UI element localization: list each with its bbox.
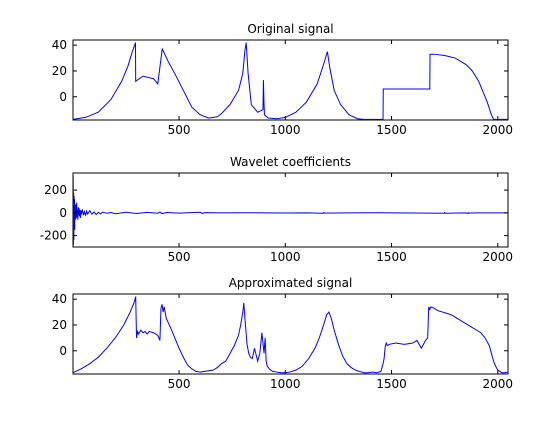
wavelet-coefficients-ytick-label: 200 [44, 183, 67, 197]
wavelet-coefficients-xtick-label: 500 [168, 250, 191, 264]
wavelet-coefficients-series-line [73, 176, 508, 245]
wavelet-coefficients-axes: Wavelet coefficients 500 1000 1500 2000 -200 0… [40, 155, 513, 264]
approximated-signal-title: Approximated signal [229, 276, 353, 290]
approximated-signal-ytick-label: 20 [52, 318, 67, 332]
original-signal-xtick-label: 500 [168, 123, 191, 137]
wavelet-coefficients-ytick-label: 0 [59, 206, 67, 220]
original-signal-axes: Original signal 500 1000 1500 2000 0 20 40 [52, 22, 513, 137]
approximated-signal-xtick-label: 1000 [270, 377, 301, 391]
approximated-signal-ytick-label: 0 [59, 344, 67, 358]
original-signal-ytick-label: 20 [52, 64, 67, 78]
original-signal-ytick-label: 40 [52, 38, 67, 52]
original-signal-xtick-label: 1500 [376, 123, 407, 137]
approximated-signal-xtick-label: 1500 [376, 377, 407, 391]
original-signal-ytick-label: 0 [59, 90, 67, 104]
wavelet-coefficients-xtick-label: 2000 [483, 250, 514, 264]
original-signal-title: Original signal [247, 22, 333, 36]
original-signal-series-line [73, 42, 508, 120]
wavelet-coefficients-plot-frame [72, 172, 509, 248]
original-signal-xtick-label: 2000 [483, 123, 514, 137]
approximated-signal-xtick-label: 500 [168, 377, 191, 391]
wavelet-coefficients-ytick-label: -200 [40, 229, 67, 243]
original-signal-xtick-label: 1000 [270, 123, 301, 137]
wavelet-coefficients-title: Wavelet coefficients [230, 155, 351, 169]
approximated-signal-plot-frame [72, 293, 509, 375]
wavelet-coefficients-xtick-label: 1500 [376, 250, 407, 264]
approximated-signal-series-line [73, 296, 508, 374]
approximated-signal-axes: Approximated signal 500 1000 1500 2000 0 20 40 [52, 276, 513, 391]
original-signal-plot-frame [72, 39, 509, 121]
wavelet-coefficients-xtick-label: 1000 [270, 250, 301, 264]
approximated-signal-ytick-label: 40 [52, 292, 67, 306]
approximated-signal-xtick-label: 2000 [483, 377, 514, 391]
